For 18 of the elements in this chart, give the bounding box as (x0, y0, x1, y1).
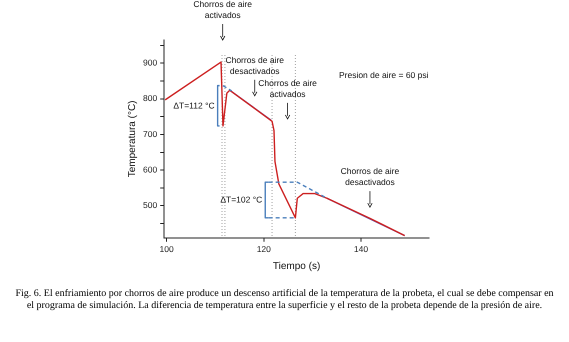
x-tick-label: 140 (354, 244, 368, 254)
y-tick-label: 600 (142, 164, 158, 174)
x-axis-title: Tiempo (s) (272, 260, 320, 272)
annotation: Chorros de aire activados (258, 78, 318, 99)
caption: Fig. 6. El enfriamiento por chorros de aire produce un descenso artificial de la temperatura de la probeta, el cual se debe compensar en el programa de simulación. La diferencia de temperatura entre la superficie y el resto de la probeta depende de la presión de aire. (14, 288, 555, 312)
y-tick-label: 800 (142, 93, 158, 104)
y-tick-label: 700 (142, 128, 158, 139)
y-tick-label: 900 (142, 58, 158, 68)
x-tick-label: 100 (160, 244, 174, 254)
text: Chorros de aire activados (193, 0, 252, 20)
y-axis-title: Temperatura (°C) (126, 100, 138, 178)
annotation: Chorros de aire desactivados (340, 166, 400, 188)
annotation: ΔT=112 °C (173, 100, 215, 110)
y-tick-label: 500 (142, 200, 158, 210)
annotation: Chorros de aire desactivados (225, 54, 284, 76)
annotation: Presion de aire = 60 psi (338, 70, 429, 80)
annotation: ΔT=102 °C (220, 194, 262, 204)
x-tick-label: 120 (256, 244, 272, 254)
